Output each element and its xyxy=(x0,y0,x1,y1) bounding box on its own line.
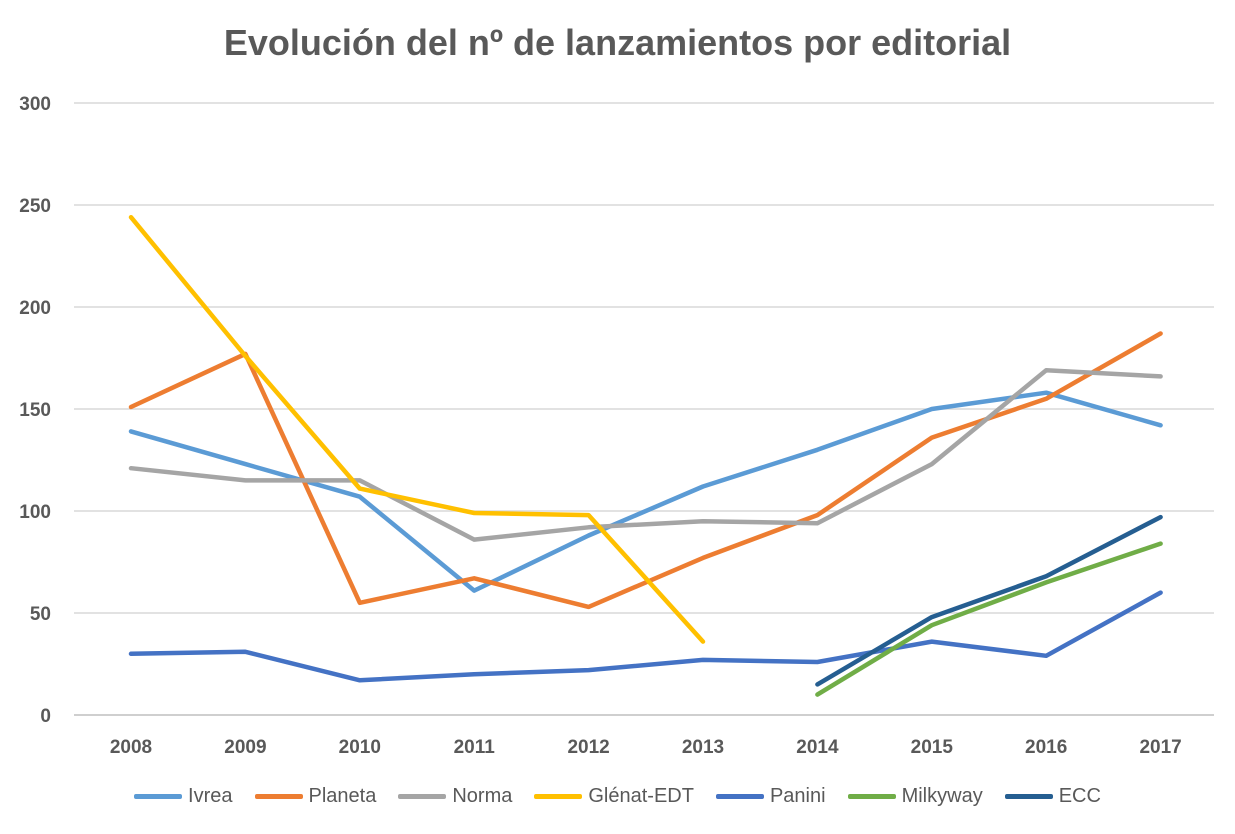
y-tick-label: 50 xyxy=(30,604,51,625)
series-line-ecc xyxy=(815,514,1163,687)
legend-swatch xyxy=(715,794,764,799)
series-line-ivrea xyxy=(128,390,1163,593)
legend-label: Glénat-EDT xyxy=(588,785,694,807)
series-line-milkyway xyxy=(815,541,1163,697)
legend-item: Glénat-EDT xyxy=(534,785,694,808)
x-tick-label: 2008 xyxy=(110,737,152,758)
y-tick-label: 0 xyxy=(40,706,51,727)
legend-label: Planeta xyxy=(308,785,377,807)
legend-swatch xyxy=(847,794,896,799)
x-tick-label: 2010 xyxy=(339,737,381,758)
y-tick-label: 200 xyxy=(19,298,51,319)
y-tick-label: 150 xyxy=(19,400,51,421)
legend-swatch xyxy=(134,794,183,799)
legend-label: Norma xyxy=(452,785,513,807)
chart-title: Evolución del nº de lanzamientos por edi… xyxy=(223,22,1012,63)
legend-label: Ivrea xyxy=(188,785,233,807)
legend-item: Panini xyxy=(715,785,826,808)
series-line-planeta xyxy=(128,331,1163,610)
y-tick-label: 300 xyxy=(19,94,51,115)
series-lines xyxy=(128,214,1163,697)
legend-label: Panini xyxy=(769,785,826,807)
legend-item: Planeta xyxy=(254,785,377,808)
gridlines xyxy=(74,102,1214,716)
x-tick-label: 2011 xyxy=(454,737,496,758)
legend-swatch xyxy=(254,794,303,799)
x-tick-label: 2012 xyxy=(567,737,609,758)
legend-item: Ivrea xyxy=(134,785,233,808)
series-line-norma xyxy=(128,367,1163,542)
legend-label: ECC xyxy=(1058,785,1101,807)
x-tick-label: 2014 xyxy=(796,737,839,758)
x-tick-label: 2013 xyxy=(682,737,724,758)
series-line-panini xyxy=(128,590,1163,683)
legend-label: Milkyway xyxy=(901,785,983,807)
y-tick-label: 100 xyxy=(19,502,51,523)
x-tick-label: 2016 xyxy=(1025,737,1067,758)
legend-item: Norma xyxy=(398,785,512,808)
legend-item: Milkyway xyxy=(847,785,983,808)
legend-swatch xyxy=(534,794,583,799)
legend: Ivrea Planeta Norma Glénat-EDT Panini Milkywa… xyxy=(0,785,1235,808)
y-tick-label: 250 xyxy=(19,196,51,217)
x-tick-label: 2009 xyxy=(224,737,266,758)
x-axis-labels: 2008 2009 2010 2011 2012 2013 2014 2015 2016 2017 xyxy=(110,737,1182,758)
legend-swatch xyxy=(398,794,447,799)
legend-swatch xyxy=(1004,794,1053,799)
x-tick-label: 2017 xyxy=(1139,737,1181,758)
x-tick-label: 2015 xyxy=(911,737,954,758)
y-axis-labels: 0 50 100 150 200 250 300 xyxy=(19,94,51,727)
series-line-gl-nat-edt xyxy=(128,214,706,644)
legend-item: ECC xyxy=(1004,785,1101,808)
